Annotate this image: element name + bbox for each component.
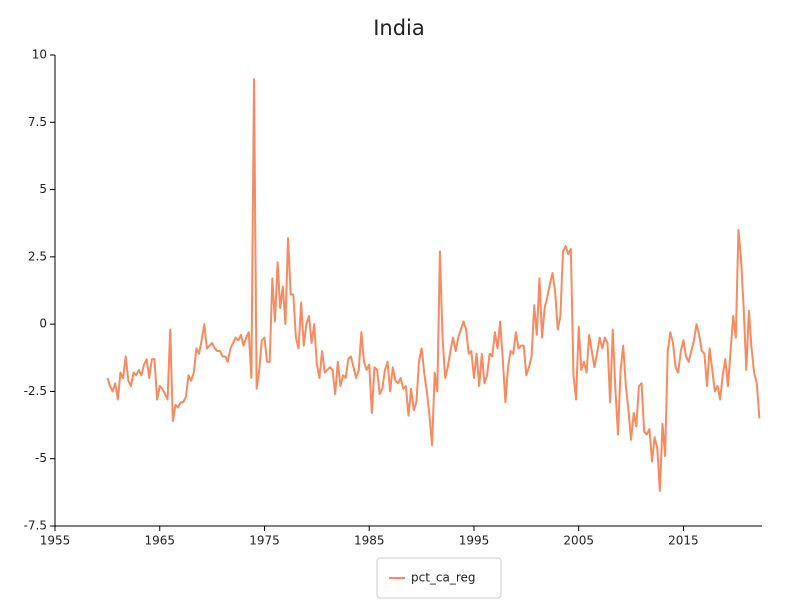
x-tick-label: 2015 (668, 534, 699, 548)
y-tick-label: 5 (39, 182, 47, 196)
x-tick-label: 1965 (144, 534, 175, 548)
y-tick-label: -7.5 (24, 519, 47, 533)
y-tick-label: -5 (35, 451, 47, 465)
x-tick-label: 1995 (459, 534, 490, 548)
y-tick-label: 7.5 (28, 115, 47, 129)
y-tick-label: 0 (39, 317, 47, 331)
y-tick-label: 10 (32, 48, 47, 62)
x-tick-label: 1985 (354, 534, 385, 548)
line (106, 78, 761, 493)
x-tick-label: 2005 (563, 534, 594, 548)
y-tick-label: 2.5 (28, 249, 47, 263)
x-tick-label: 1975 (249, 534, 280, 548)
chart-title: India (373, 16, 425, 40)
legend-box (376, 557, 502, 599)
y-tick-label: -2.5 (24, 384, 47, 398)
x-tick-label: 1955 (40, 534, 71, 548)
legend-label: pct_ca_reg (411, 571, 476, 585)
